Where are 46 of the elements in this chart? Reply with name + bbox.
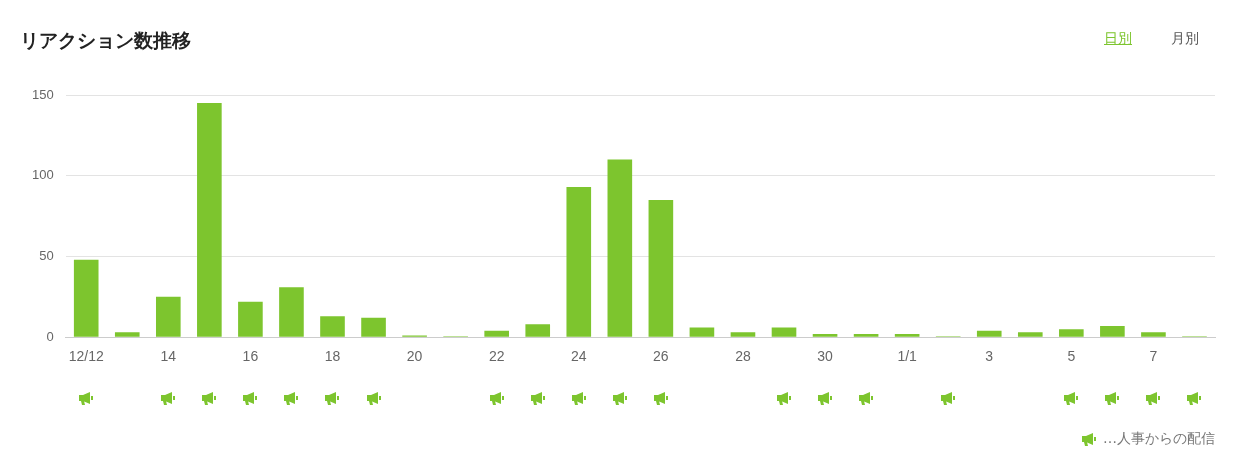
x-tick-label: 5 — [1067, 348, 1076, 365]
text: 日別 — [1104, 30, 1132, 48]
bar — [197, 103, 222, 337]
x-tick-label: 22 — [488, 348, 505, 365]
x-tick-label: 24 — [570, 348, 587, 365]
bar — [730, 332, 756, 337]
bar — [894, 333, 920, 337]
bar — [1017, 332, 1043, 337]
bar — [689, 327, 715, 337]
y-tick-label: 0 — [46, 328, 54, 344]
x-tick-label: 20 — [406, 348, 423, 365]
x-tick-label: 7 — [1149, 348, 1158, 365]
x-tick-label: 12/12 — [68, 348, 104, 365]
x-tick-label: 16 — [242, 348, 259, 365]
bar — [484, 330, 509, 337]
x-tick-label: 26 — [653, 348, 669, 365]
x-tick-label: 1/1 — [897, 348, 918, 365]
y-tick-label: 50 — [39, 248, 54, 264]
bar — [525, 324, 551, 337]
bar — [320, 316, 345, 337]
bar — [114, 332, 140, 337]
bar — [648, 199, 674, 337]
bar — [1059, 329, 1084, 337]
bar — [1141, 332, 1166, 337]
x-tick-label: 30 — [817, 348, 834, 365]
bar — [361, 317, 386, 337]
y-tick-label: 150 — [31, 86, 54, 102]
bar — [1100, 325, 1125, 337]
bar — [279, 287, 304, 337]
bar — [155, 296, 181, 337]
y-tick-label: 100 — [31, 167, 54, 183]
x-tick-label: 14 — [160, 348, 177, 365]
x-tick-label: 28 — [735, 348, 751, 365]
text: 月別 — [1171, 30, 1199, 48]
bar — [566, 187, 592, 337]
bar — [976, 330, 1002, 337]
bar — [607, 159, 633, 337]
bar — [73, 259, 99, 337]
x-tick-label: 18 — [324, 348, 341, 365]
bar — [853, 333, 879, 337]
text: …人事からの配信 — [1103, 430, 1215, 448]
x-tick-label: 3 — [985, 348, 994, 365]
bar — [238, 301, 263, 337]
bar — [812, 333, 838, 337]
bar — [771, 327, 797, 337]
chart-title: リアクション数推移 — [20, 28, 191, 53]
